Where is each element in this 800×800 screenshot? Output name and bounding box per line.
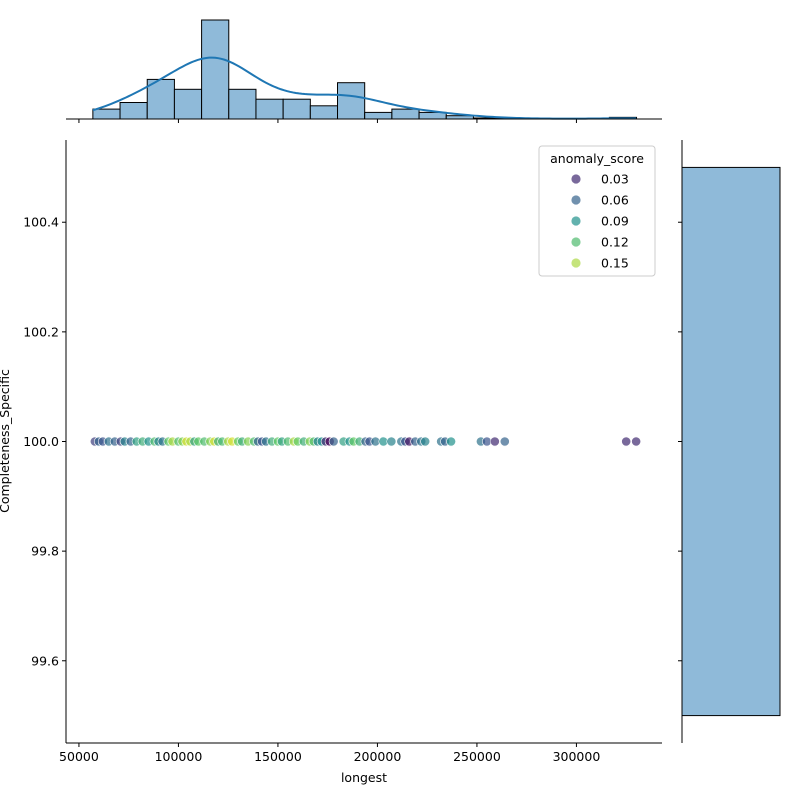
y-tick-label: 100.4 <box>23 215 59 230</box>
legend-marker <box>571 258 581 268</box>
x-tick-label: 300000 <box>553 749 601 764</box>
scatter-axes: 50000 100000 150000 200000 250000 300000 99.6 9… <box>23 140 662 764</box>
histogram-bar <box>173 88 203 120</box>
legend-label: 0.09 <box>601 214 629 229</box>
x-tick-label: 150000 <box>254 749 302 764</box>
scatter-point <box>631 436 642 447</box>
legend-label: 0.15 <box>601 256 629 271</box>
legend: anomaly_score 0.03 0.06 0.09 0.12 0.15 <box>538 145 656 277</box>
scatter-point <box>420 436 431 447</box>
legend-title: anomaly_score <box>550 151 644 166</box>
scatter-point <box>386 436 397 447</box>
legend-marker <box>571 216 581 226</box>
x-tick-label: 200000 <box>354 749 402 764</box>
x-tick-label: 250000 <box>453 749 501 764</box>
histogram-bar <box>119 102 148 120</box>
scatter-point <box>621 436 632 447</box>
histogram-bar <box>282 98 311 120</box>
legend-marker <box>571 195 581 205</box>
histogram-bar <box>364 111 393 120</box>
y-tick-label: 100.0 <box>23 434 59 449</box>
histogram-bar <box>201 19 230 120</box>
legend-marker <box>571 174 581 184</box>
y-tick-label: 99.8 <box>31 544 59 559</box>
x-tick-label: 50000 <box>59 749 99 764</box>
histogram-bar <box>309 105 339 120</box>
x-tick-label: 100000 <box>155 749 203 764</box>
scatter-point <box>446 436 456 447</box>
y-tick-label: 100.2 <box>23 324 59 339</box>
legend-label: 0.06 <box>601 193 629 208</box>
y-tick-label: 99.6 <box>31 653 59 668</box>
legend-label: 0.03 <box>601 172 629 187</box>
legend-box <box>538 145 656 277</box>
scatter-point <box>499 436 510 447</box>
legend-marker <box>571 237 581 247</box>
marginal-y-histogram <box>678 140 781 743</box>
y-axis-label: Completeness_Specific <box>0 369 12 513</box>
histogram-bar <box>681 166 781 717</box>
histogram-bar <box>255 98 284 120</box>
scatter-point <box>328 436 339 447</box>
histogram-bar <box>228 88 257 120</box>
scatter-point <box>489 436 500 447</box>
histogram-bar <box>92 108 121 120</box>
x-axis-label: longest <box>341 770 387 785</box>
marginal-x-histogram <box>66 19 662 123</box>
histogram-bar <box>391 108 420 120</box>
legend-label: 0.12 <box>601 235 629 250</box>
histogram-bar <box>337 82 366 120</box>
